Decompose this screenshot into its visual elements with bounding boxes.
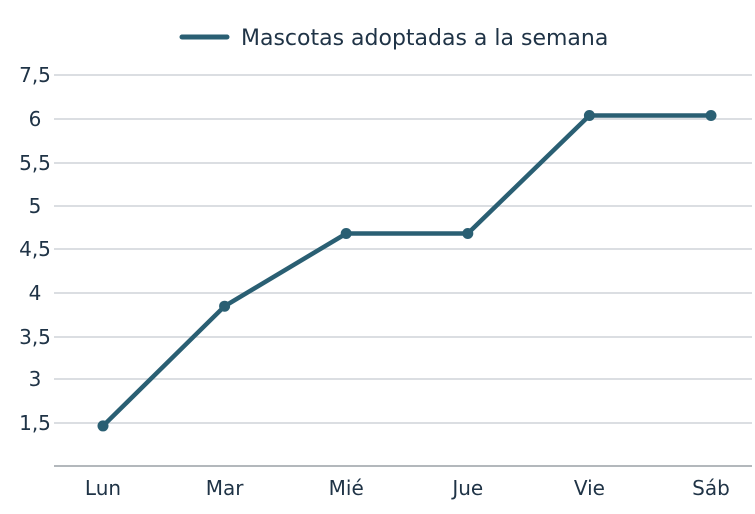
series — [97, 109, 717, 432]
data-point — [340, 228, 352, 240]
data-point — [219, 300, 231, 312]
data-point — [97, 420, 109, 432]
y-tick-label: 6 — [29, 107, 42, 131]
grid — [54, 74, 752, 424]
x-axis: Lun Mar Mié Jue Vie Sáb — [54, 465, 752, 500]
x-tick-label: Sáb — [692, 476, 730, 500]
x-tick-label: Vie — [574, 476, 605, 500]
y-tick-label: 4,5 — [19, 237, 51, 261]
y-tick-label: 4 — [29, 281, 42, 305]
data-point — [583, 109, 595, 121]
y-tick-label: 3 — [29, 367, 42, 391]
y-tick-label: 3,5 — [19, 325, 51, 349]
y-tick-label: 1,5 — [19, 411, 51, 435]
y-tick-label: 7,5 — [19, 63, 51, 87]
data-point — [705, 109, 717, 121]
x-tick-label: Jue — [450, 476, 483, 500]
legend-label: Mascotas adoptadas a la semana — [241, 26, 608, 51]
y-tick-label: 5 — [29, 194, 42, 218]
legend: Mascotas adoptadas a la semana — [179, 26, 608, 51]
data-point — [462, 228, 474, 240]
y-tick-label: 5,5 — [19, 151, 51, 175]
x-tick-label: Mar — [206, 476, 245, 500]
x-tick-label: Mié — [329, 476, 364, 500]
series-line — [100, 113, 714, 429]
x-tick-label: Lun — [85, 476, 121, 500]
y-axis: 1,5 3 3,5 4 4,5 5 5,5 6 7,5 — [19, 63, 51, 435]
